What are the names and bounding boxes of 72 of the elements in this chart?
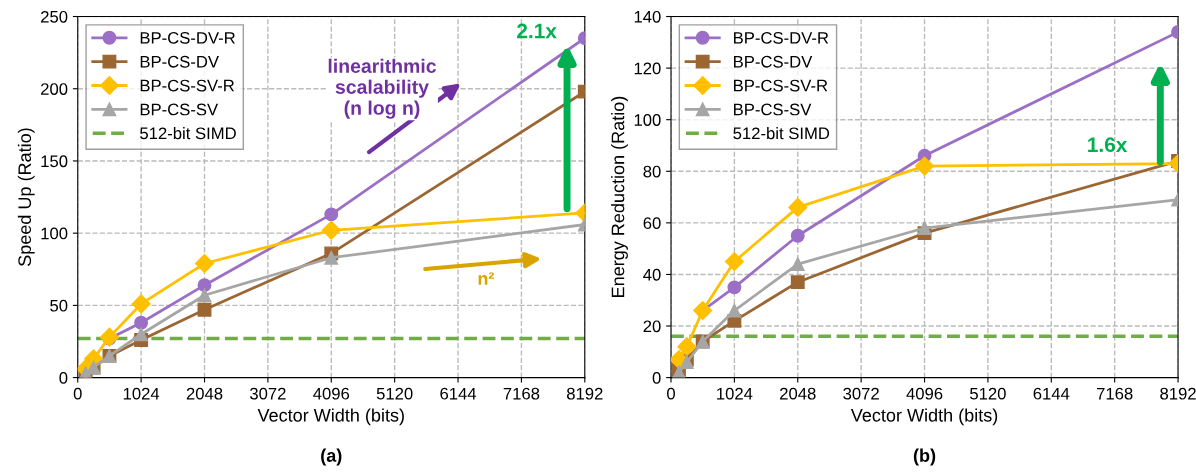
- x-tick-label: 2048: [186, 387, 223, 400]
- x-tick-label: 0: [667, 387, 675, 400]
- point: [134, 327, 149, 342]
- x-tick-label: 1024: [717, 387, 753, 400]
- point: [727, 303, 742, 318]
- x-tick-label: 1024: [123, 387, 160, 400]
- x-tick-label: 8192: [566, 387, 603, 400]
- point: [790, 228, 805, 243]
- y-tick-label: 250: [41, 10, 68, 23]
- legend-label: BP-CS-DV: [734, 55, 813, 68]
- y-axis-title: Speed Up (Ratio): [17, 128, 35, 266]
- point: [197, 302, 212, 317]
- y-tick-label: 100: [634, 114, 661, 126]
- x-tick-label: 3072: [249, 387, 286, 400]
- point: [914, 156, 935, 176]
- legend-label: BP-CS-SV: [140, 103, 219, 116]
- y-tick-label: 40: [643, 268, 661, 281]
- x-tick-label: 6144: [440, 387, 477, 400]
- point: [788, 197, 808, 217]
- y-tick-label: 20: [643, 320, 661, 333]
- point: [324, 250, 339, 265]
- point: [724, 252, 744, 272]
- y-tick-label: 150: [41, 155, 68, 168]
- legend-label: BP-CS-DV: [140, 55, 219, 68]
- point: [727, 280, 742, 295]
- annotation: linearithmic scalability (n log n): [328, 58, 436, 119]
- legend-label: 512-bit SIMD: [140, 127, 236, 140]
- x-tick-label: 5120: [376, 387, 413, 400]
- y-tick-label: 0: [59, 372, 68, 384]
- legend-label: 512-bit SIMD: [733, 127, 830, 140]
- point: [790, 257, 805, 272]
- y-tick-label: 50: [50, 299, 68, 312]
- x-tick-label: 6144: [1033, 387, 1070, 400]
- text: (b): [913, 448, 936, 466]
- annotation: 1.6x: [1088, 137, 1128, 153]
- point: [790, 275, 805, 290]
- point: [197, 288, 212, 303]
- legend-label: BP-CS-SV-R: [734, 79, 828, 92]
- x-tick-label: 7168: [1097, 387, 1133, 400]
- y-tick-label: 80: [643, 165, 661, 178]
- annotation: 2.1x: [517, 23, 557, 39]
- y-tick-label: 100: [41, 227, 68, 240]
- point: [324, 207, 339, 222]
- legend-label: BP-CS-DV-R: [140, 31, 235, 44]
- text: (a): [321, 448, 342, 466]
- y-tick-label: 60: [643, 217, 661, 230]
- point: [99, 327, 119, 347]
- point: [917, 221, 932, 235]
- legend-label: BP-CS-SV-R: [140, 79, 235, 92]
- x-axis-title: Vector Width (bits): [850, 408, 998, 426]
- x-tick-label: 7168: [503, 387, 540, 400]
- point: [677, 337, 697, 357]
- x-axis-title: Vector Width (bits): [257, 408, 404, 426]
- x-tick-label: 4096: [313, 387, 350, 400]
- point: [131, 294, 151, 314]
- annotation: n²: [478, 272, 495, 285]
- x-tick-label: 3072: [843, 387, 879, 400]
- y-tick-label: 120: [634, 62, 661, 75]
- x-tick-label: 2048: [780, 387, 816, 400]
- point: [194, 253, 215, 274]
- x-tick-label: 8192: [1160, 387, 1196, 400]
- y-tick-label: 0: [652, 372, 661, 384]
- legend-label: BP-CS-DV-R: [734, 31, 829, 44]
- y-tick-label: 200: [41, 83, 68, 95]
- point: [134, 315, 149, 330]
- legend-label: BP-CS-SV: [734, 103, 812, 116]
- point: [321, 220, 341, 240]
- y-tick-label: 140: [634, 10, 661, 23]
- y-axis-title: Energy Reduction (Ratio): [611, 96, 628, 297]
- x-tick-label: 4096: [906, 387, 943, 400]
- x-tick-label: 5120: [970, 387, 1006, 400]
- x-tick-label: 0: [73, 387, 82, 400]
